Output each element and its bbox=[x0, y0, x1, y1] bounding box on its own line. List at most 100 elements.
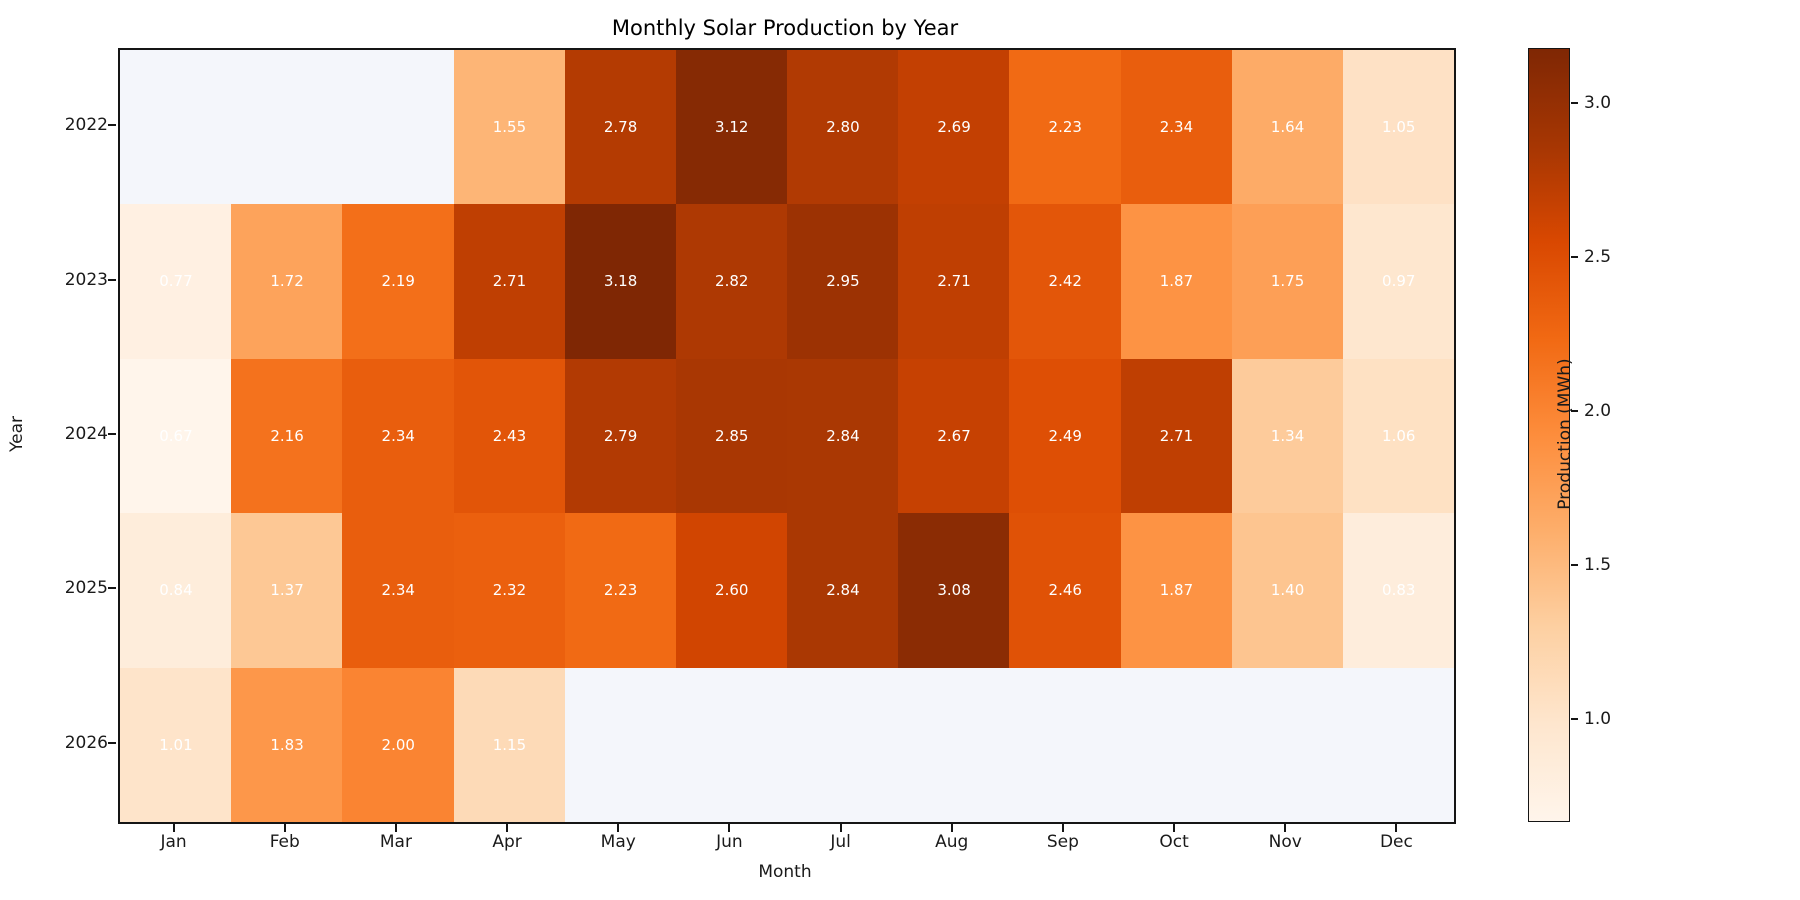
heatmap-cell: 1.06 bbox=[1342, 358, 1454, 514]
x-tick-label: Dec bbox=[1379, 832, 1413, 852]
y-tick-label: 2025 bbox=[64, 578, 108, 599]
cell-value: 1.15 bbox=[492, 735, 527, 754]
tick-mark bbox=[108, 741, 116, 744]
cell-value: 1.87 bbox=[1159, 581, 1194, 600]
cell-value: 2.78 bbox=[603, 118, 638, 137]
heatmap-cell: 2.34 bbox=[342, 358, 455, 514]
cell-value: 1.55 bbox=[492, 118, 527, 137]
cell-value: 2.84 bbox=[826, 581, 860, 600]
colorbar-tick-label: 1.5 bbox=[1584, 554, 1612, 575]
cell-value: 2.84 bbox=[826, 426, 860, 445]
tick-mark bbox=[1284, 824, 1287, 832]
cell-value: 2.95 bbox=[826, 272, 860, 291]
cell-value: 2.32 bbox=[492, 581, 527, 600]
cell-value: 2.23 bbox=[1048, 118, 1082, 137]
tick-mark bbox=[839, 824, 842, 832]
cell-value: 2.43 bbox=[492, 426, 527, 445]
x-tick-label: Mar bbox=[379, 832, 412, 852]
heatmap-cell: 2.82 bbox=[675, 204, 788, 360]
cell-value: 3.18 bbox=[603, 272, 638, 291]
cell-value: 2.85 bbox=[715, 426, 749, 445]
heatmap-cell: 1.37 bbox=[231, 513, 344, 669]
tick-mark bbox=[108, 124, 116, 127]
tick-mark bbox=[950, 824, 953, 832]
x-tick-label: Jul bbox=[830, 832, 851, 852]
cell-value: 2.82 bbox=[715, 272, 749, 291]
tick-mark bbox=[1571, 256, 1578, 259]
heatmap-cell: 3.08 bbox=[898, 513, 1011, 669]
cell-value: 2.71 bbox=[937, 272, 971, 291]
heatmap-cell: 2.71 bbox=[898, 204, 1011, 360]
cell-value: 2.79 bbox=[603, 426, 638, 445]
colorbar-label: Production (MWh) bbox=[1555, 358, 1575, 510]
x-tick-label: Sep bbox=[1046, 832, 1079, 852]
tick-mark bbox=[108, 433, 116, 435]
heatmap-cell: 2.34 bbox=[342, 513, 455, 669]
heatmap-cell: 1.87 bbox=[1120, 204, 1233, 360]
heatmap-cell: 2.42 bbox=[1009, 204, 1122, 360]
tick-mark bbox=[283, 824, 286, 832]
cell-value: 1.40 bbox=[1270, 581, 1305, 600]
heatmap-cell: 2.60 bbox=[675, 513, 788, 669]
heatmap-cell: 2.71 bbox=[1120, 358, 1233, 514]
cell-value: 2.49 bbox=[1048, 426, 1082, 445]
x-tick-label: Jun bbox=[716, 832, 743, 852]
y-tick-label: 2024 bbox=[64, 424, 108, 444]
heatmap-cell: 2.84 bbox=[787, 513, 899, 669]
heatmap-cell: 0.83 bbox=[1342, 513, 1454, 669]
y-tick-label: 2022 bbox=[64, 115, 108, 136]
heatmap-cell: 2.23 bbox=[1009, 50, 1122, 206]
heatmap-cell: 2.71 bbox=[453, 204, 566, 360]
chart-title: Monthly Solar Production by Year bbox=[611, 16, 959, 40]
heatmap-cell: 2.78 bbox=[564, 50, 677, 206]
cell-value: 2.00 bbox=[381, 735, 415, 754]
heatmap-cell: 0.67 bbox=[120, 358, 232, 514]
cell-value: 1.06 bbox=[1382, 426, 1416, 445]
cell-value: 0.84 bbox=[159, 581, 193, 600]
heatmap-cell: 1.87 bbox=[1120, 513, 1233, 669]
x-tick-label: Oct bbox=[1159, 832, 1189, 852]
cell-value: 1.83 bbox=[270, 735, 304, 754]
cell-value: 2.71 bbox=[492, 272, 527, 291]
tick-mark bbox=[394, 824, 397, 832]
tick-mark bbox=[1173, 824, 1176, 832]
cell-value: 2.34 bbox=[381, 426, 415, 445]
heatmap-cell: 2.95 bbox=[787, 204, 899, 360]
tick-mark bbox=[172, 824, 175, 832]
heatmap-cell: 2.69 bbox=[898, 50, 1011, 206]
heatmap-cell: 2.19 bbox=[342, 204, 455, 360]
heatmap-cell: 1.64 bbox=[1231, 50, 1344, 206]
cell-value: 2.19 bbox=[381, 272, 415, 291]
heatmap-cell: 1.34 bbox=[1231, 358, 1344, 514]
y-tick-label: 2026 bbox=[64, 732, 108, 753]
heatmap-cell: 1.15 bbox=[453, 667, 566, 822]
x-tick-label: Apr bbox=[492, 832, 522, 852]
x-axis-label: Month bbox=[758, 862, 812, 882]
heatmap-cell: 2.43 bbox=[453, 358, 566, 514]
cell-value: 2.16 bbox=[270, 426, 304, 445]
x-tick-label: Jan bbox=[160, 832, 187, 852]
heatmap-cell: 2.67 bbox=[898, 358, 1011, 514]
heatmap-cell: 2.80 bbox=[787, 50, 899, 206]
cell-value: 1.05 bbox=[1382, 118, 1416, 137]
tick-mark bbox=[108, 278, 116, 281]
cell-value: 2.42 bbox=[1048, 272, 1082, 291]
tick-mark bbox=[1571, 717, 1578, 720]
cell-value: 1.72 bbox=[270, 272, 304, 291]
heatmap-cell: 3.18 bbox=[564, 204, 677, 360]
colorbar bbox=[1528, 48, 1570, 822]
cell-value: 2.69 bbox=[937, 118, 971, 137]
tick-mark bbox=[1571, 563, 1578, 566]
tick-mark bbox=[728, 824, 731, 832]
cell-value: 2.46 bbox=[1048, 581, 1082, 600]
cell-value: 2.80 bbox=[826, 118, 860, 137]
cell-value: 2.34 bbox=[1159, 118, 1194, 137]
y-tick-label: 2023 bbox=[64, 269, 108, 290]
x-tick-label: May bbox=[600, 832, 636, 852]
heatmap-cell: 2.16 bbox=[231, 358, 344, 514]
heatmap-cell: 2.49 bbox=[1009, 358, 1122, 514]
heatmap-cell: 1.01 bbox=[120, 667, 232, 822]
cell-value: 2.23 bbox=[603, 581, 638, 600]
heatmap-cell: 2.34 bbox=[1120, 50, 1233, 206]
